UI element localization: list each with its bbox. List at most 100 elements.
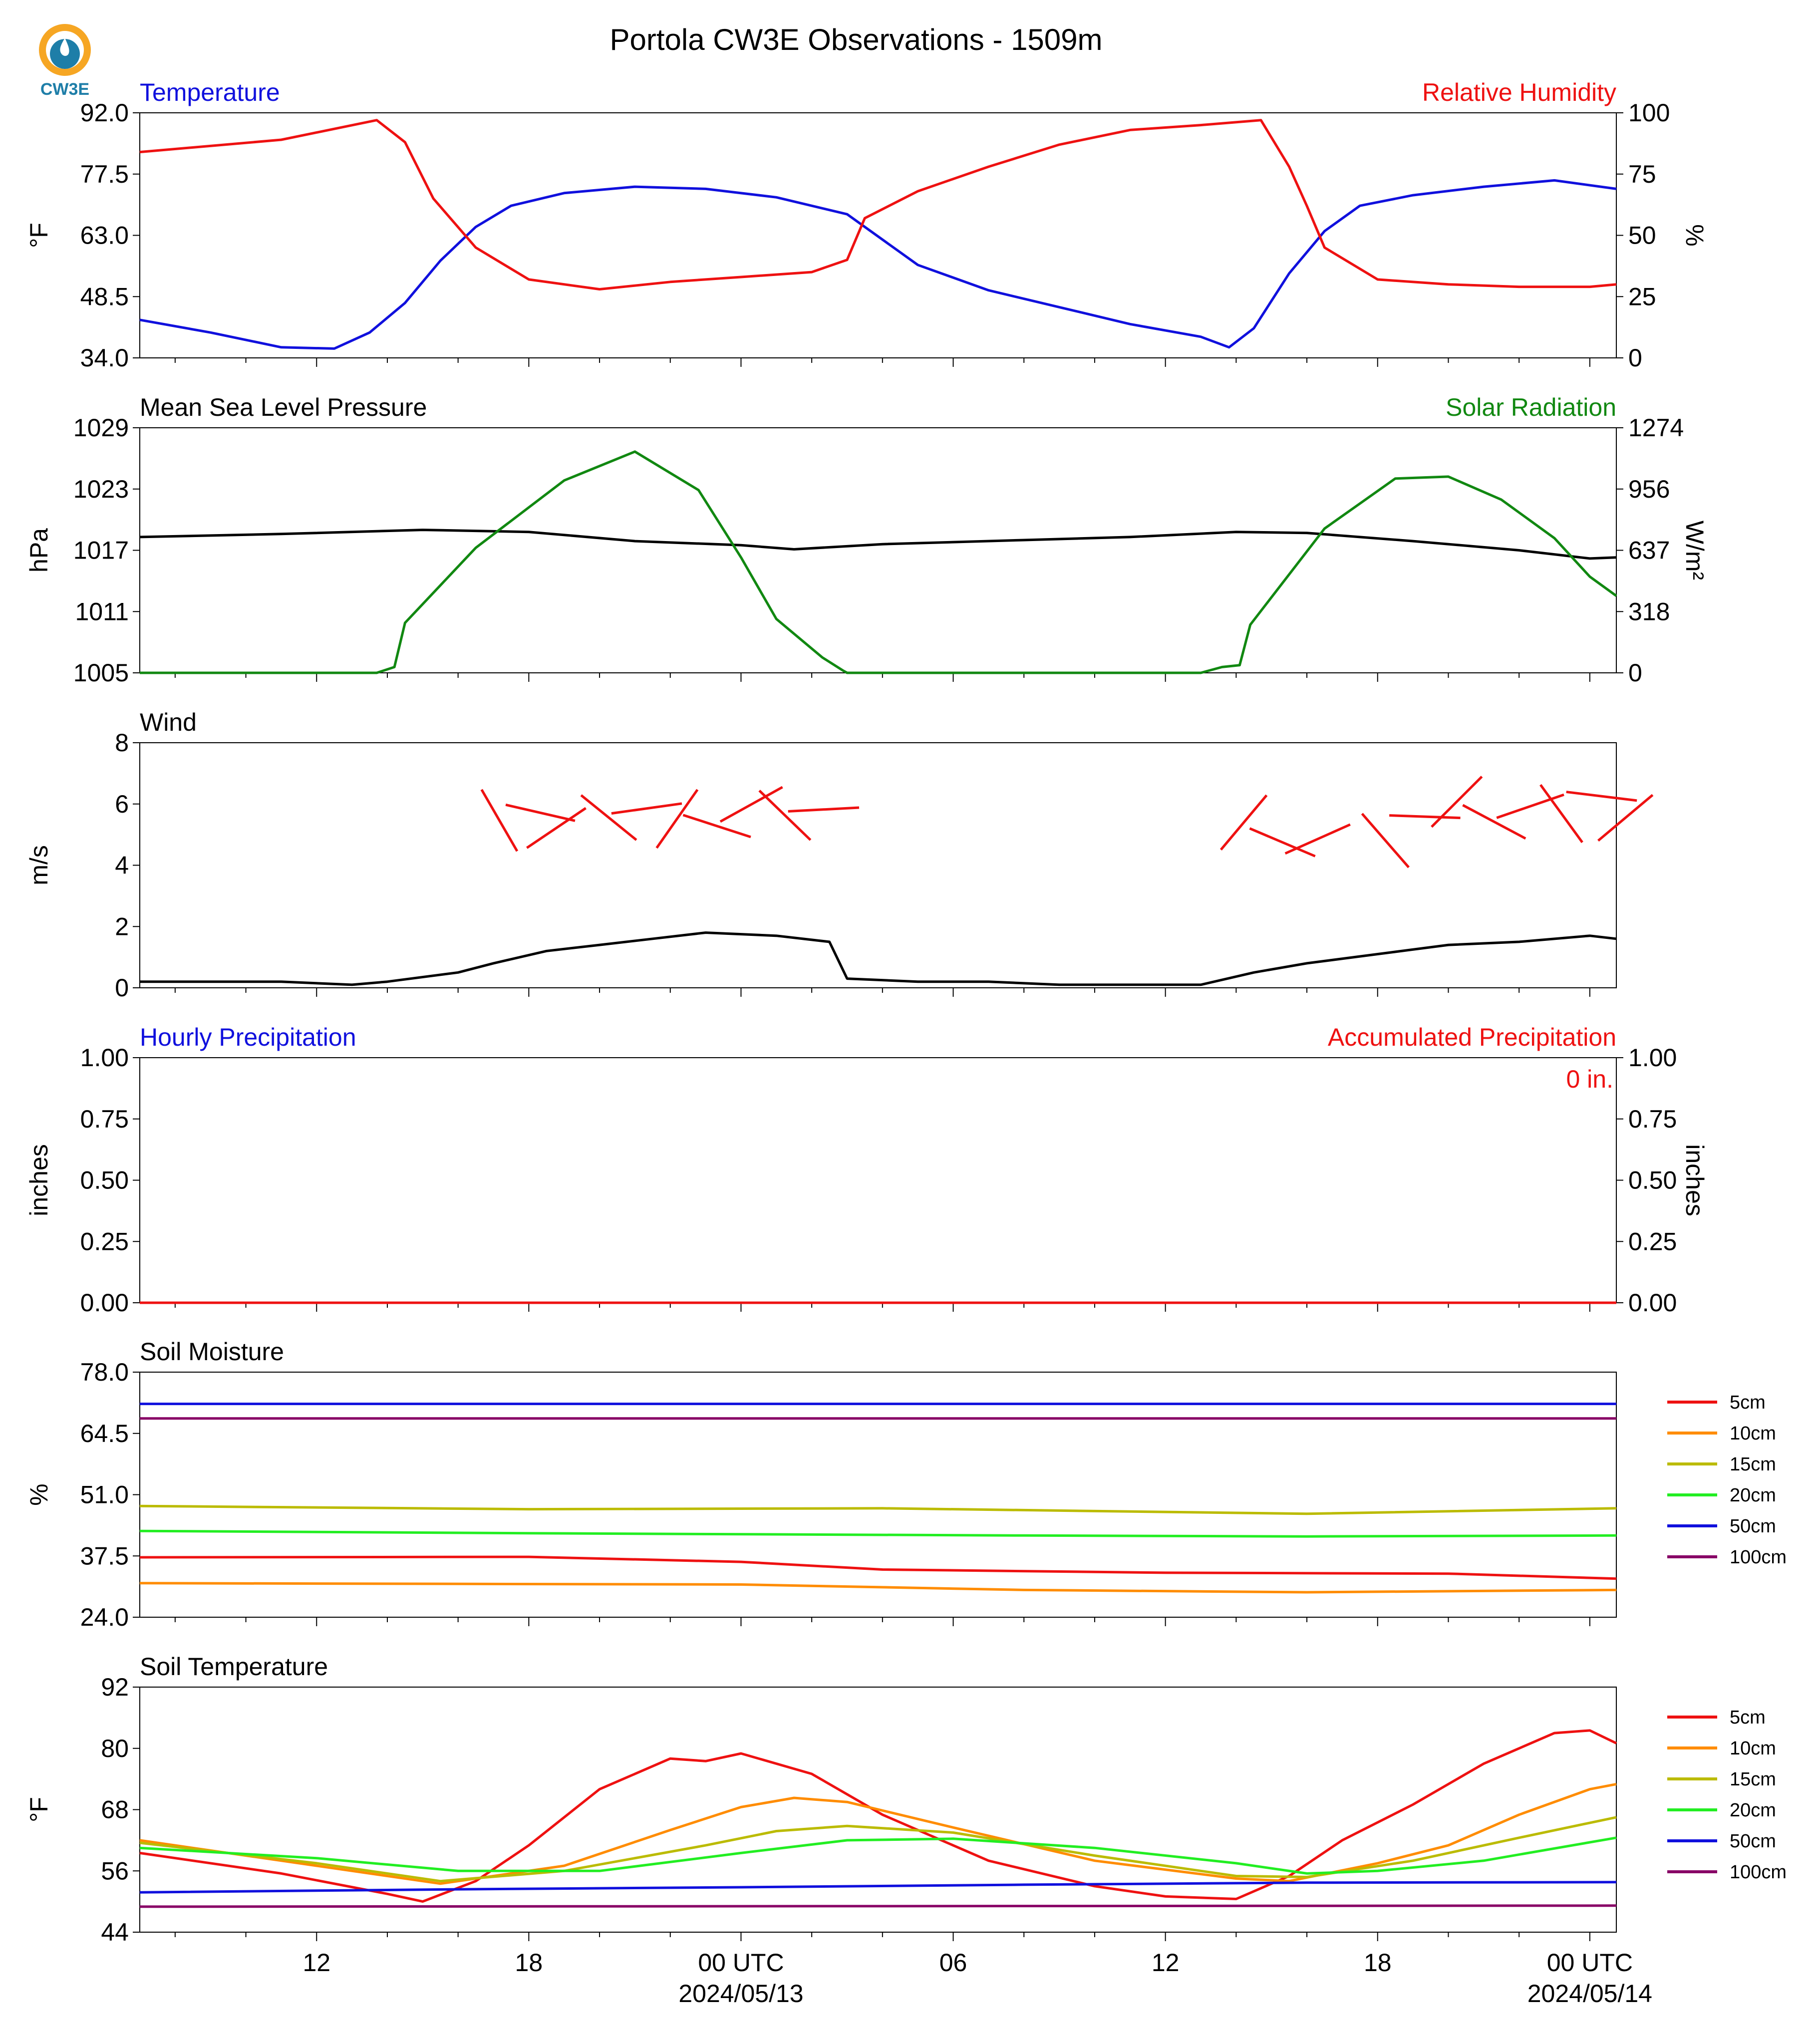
y2-tick-label: 50 <box>1628 222 1656 250</box>
y-tick-label: 1.00 <box>80 1044 129 1072</box>
pressure_solar-y2label: W/m² <box>1681 521 1709 580</box>
y-tick-label: 51.0 <box>80 1481 129 1509</box>
legend-label: 50cm <box>1730 1516 1776 1537</box>
y-tick-label: 0.75 <box>80 1105 129 1133</box>
pressure_solar-series-Mean Sea Level Pressure <box>139 529 1617 560</box>
y2-tick-label: 1274 <box>1628 414 1684 442</box>
y2-tick-label: 956 <box>1628 475 1670 503</box>
soil_temp-series-5cm <box>139 1729 1617 1903</box>
wind-arrow <box>1431 776 1483 828</box>
y-tick-label: 0.00 <box>80 1289 129 1317</box>
soil_moisture-left-title: Soil Moisture <box>140 1338 284 1366</box>
soil_moisture-frame <box>139 1372 1617 1618</box>
y-tick-label: 1005 <box>73 659 129 687</box>
wind-arrow <box>611 802 682 815</box>
soil_temp-left-title: Soil Temperature <box>140 1653 328 1681</box>
legend-label: 10cm <box>1730 1423 1776 1444</box>
x-tick-label: 18 <box>515 1949 543 1977</box>
y-tick-label: 77.5 <box>80 160 129 188</box>
temp_rh-ylabel: °F <box>25 223 53 248</box>
y-tick-label: 92.0 <box>80 99 129 127</box>
wind-arrow <box>1462 804 1526 840</box>
accum-precip-value: 0 in. <box>1566 1065 1613 1093</box>
temp_rh-series-Relative Humidity <box>139 119 1617 290</box>
wind-ylabel: m/s <box>25 845 53 885</box>
soil_temp-series-50cm <box>139 1881 1617 1894</box>
x-tick-label: 00 UTC <box>1547 1949 1633 1977</box>
y2-tick-label: 637 <box>1628 537 1670 565</box>
x-tick-label: 12 <box>1152 1949 1180 1977</box>
soil_moisture-series-15cm <box>139 1504 1617 1515</box>
y-tick-label: 92 <box>101 1673 129 1701</box>
soil_temp-series-20cm <box>139 1836 1617 1875</box>
wind-arrow <box>719 786 783 823</box>
y-tick-label: 48.5 <box>80 283 129 310</box>
temp_rh-series-Temperature <box>139 179 1617 350</box>
wind-left-title: Wind <box>140 708 197 736</box>
legend-label: 15cm <box>1730 1769 1776 1790</box>
y-tick-label: 44 <box>101 1918 129 1946</box>
y2-tick-label: 25 <box>1628 283 1656 310</box>
wind-arrow <box>1566 791 1637 802</box>
panels-group: Temperature Relative Humidity 92.0 77.5 63.0… <box>25 78 1787 2008</box>
wind-arrow <box>682 814 751 839</box>
pressure_solar-ylabel: hPa <box>25 528 53 573</box>
y-tick-label: 34.0 <box>80 344 129 372</box>
y-tick-label: 1017 <box>73 537 129 565</box>
precip-left-title: Hourly Precipitation <box>140 1023 356 1051</box>
y-tick-label: 0.50 <box>80 1166 129 1194</box>
legend-label: 5cm <box>1730 1707 1766 1728</box>
y-tick-label: 0.25 <box>80 1227 129 1255</box>
y2-tick-label: 0 <box>1628 659 1642 687</box>
y-tick-label: 1023 <box>73 475 129 503</box>
y2-tick-label: 1.00 <box>1628 1044 1677 1072</box>
wind-arrow <box>1496 793 1564 819</box>
y-tick-label: 63.0 <box>80 222 129 250</box>
y2-tick-label: 0 <box>1628 344 1642 372</box>
x-date-label: 2024/05/13 <box>678 1980 803 2008</box>
logo-text: CW3E <box>40 80 89 99</box>
chart-title: Portola CW3E Observations - 1509m <box>609 23 1102 56</box>
pressure_solar-series-Solar Radiation <box>140 450 1617 674</box>
wind-arrow <box>505 803 576 822</box>
pressure_solar-right-title: Solar Radiation <box>1446 393 1616 421</box>
y-tick-label: 24.0 <box>80 1603 129 1631</box>
y-tick-label: 37.5 <box>80 1542 129 1570</box>
y-tick-label: 64.5 <box>80 1420 129 1448</box>
y2-tick-label: 0.00 <box>1628 1289 1677 1317</box>
legend-label: 15cm <box>1730 1454 1776 1475</box>
legend-label: 10cm <box>1730 1738 1776 1759</box>
y-tick-label: 8 <box>115 729 129 757</box>
y-tick-label: 56 <box>101 1857 129 1885</box>
wind-arrow <box>526 807 587 849</box>
legend-label: 5cm <box>1730 1392 1766 1413</box>
soil_moisture-ylabel: % <box>25 1483 53 1505</box>
wind-arrow <box>480 789 519 852</box>
cw3e-logo: CW3E <box>39 24 91 99</box>
y-tick-label: 1011 <box>75 597 129 625</box>
legend-label: 100cm <box>1730 1862 1787 1883</box>
y2-tick-label: 0.25 <box>1628 1227 1677 1255</box>
soil_temp-series-15cm <box>139 1816 1617 1883</box>
wind-arrow <box>1361 813 1410 869</box>
x-tick-label: 18 <box>1364 1949 1392 1977</box>
wind-arrow <box>1219 794 1268 851</box>
y-tick-label: 80 <box>101 1735 129 1762</box>
temp_rh-y2label: % <box>1681 224 1709 246</box>
x-tick-label: 00 UTC <box>698 1949 784 1977</box>
y-tick-label: 78.0 <box>80 1358 129 1386</box>
temp_rh-left-title: Temperature <box>140 78 280 106</box>
y-tick-label: 0 <box>115 974 129 1002</box>
wind-arrow <box>1539 784 1583 844</box>
soil_moisture-series-5cm <box>139 1555 1617 1580</box>
y2-tick-label: 318 <box>1628 597 1670 625</box>
y2-tick-label: 100 <box>1628 99 1670 127</box>
precip-y2label: inches <box>1681 1144 1709 1216</box>
soil_temp-series-100cm <box>139 1904 1617 1908</box>
y-tick-label: 6 <box>115 790 129 818</box>
soil_temp-ylabel: °F <box>25 1797 53 1822</box>
wind-arrow <box>1284 823 1351 855</box>
soil_moisture-series-10cm <box>139 1582 1617 1594</box>
temp_rh-right-title: Relative Humidity <box>1422 78 1616 106</box>
